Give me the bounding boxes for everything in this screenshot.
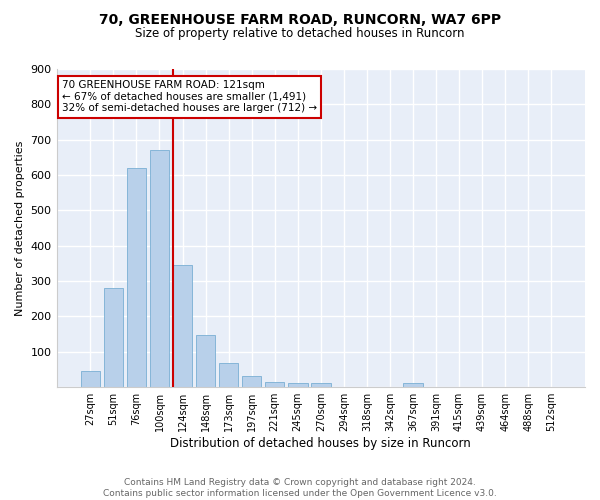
Bar — [311, 384, 331, 387]
Bar — [288, 384, 308, 387]
Text: 70 GREENHOUSE FARM ROAD: 121sqm
← 67% of detached houses are smaller (1,491)
32%: 70 GREENHOUSE FARM ROAD: 121sqm ← 67% of… — [62, 80, 317, 114]
X-axis label: Distribution of detached houses by size in Runcorn: Distribution of detached houses by size … — [170, 437, 471, 450]
Text: Contains HM Land Registry data © Crown copyright and database right 2024.
Contai: Contains HM Land Registry data © Crown c… — [103, 478, 497, 498]
Bar — [219, 363, 238, 387]
Bar — [127, 168, 146, 387]
Bar — [173, 265, 193, 387]
Text: 70, GREENHOUSE FARM ROAD, RUNCORN, WA7 6PP: 70, GREENHOUSE FARM ROAD, RUNCORN, WA7 6… — [99, 12, 501, 26]
Bar — [403, 384, 423, 387]
Bar — [196, 335, 215, 387]
Bar — [104, 288, 123, 387]
Bar — [80, 372, 100, 387]
Y-axis label: Number of detached properties: Number of detached properties — [15, 140, 25, 316]
Bar — [265, 382, 284, 387]
Text: Size of property relative to detached houses in Runcorn: Size of property relative to detached ho… — [135, 28, 465, 40]
Bar — [149, 150, 169, 387]
Bar — [242, 376, 262, 387]
